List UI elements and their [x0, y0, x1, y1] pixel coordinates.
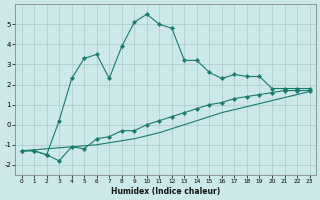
X-axis label: Humidex (Indice chaleur): Humidex (Indice chaleur): [111, 187, 220, 196]
